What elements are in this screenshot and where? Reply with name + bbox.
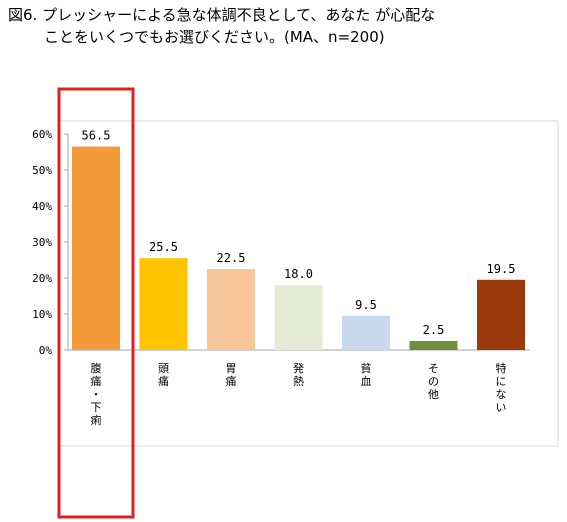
category-label-6: その他 bbox=[428, 362, 439, 401]
highlight-group bbox=[57, 87, 135, 519]
y-axis: 0% 10% 20% 30% 40% 50% 60% bbox=[32, 128, 69, 357]
chart-title-line1: 図6. プレッシャーによる急な体調不良として、あなた が心配な bbox=[8, 6, 436, 24]
bar-6 bbox=[409, 341, 458, 350]
y-tick-label: 10% bbox=[32, 308, 52, 321]
category-label-1: 腹痛・下痢 bbox=[91, 361, 102, 427]
bar-5 bbox=[342, 315, 390, 350]
bar-2 bbox=[139, 258, 188, 350]
y-tick-label: 20% bbox=[32, 272, 52, 285]
category-label-5: 貧血 bbox=[361, 362, 372, 388]
bar-3 bbox=[207, 269, 255, 350]
y-tick-label: 50% bbox=[32, 164, 52, 177]
bars-group bbox=[72, 146, 525, 350]
highlight-frame bbox=[57, 87, 135, 519]
value-label-3: 22.5 bbox=[217, 251, 246, 265]
category-label-3: 胃痛 bbox=[226, 362, 237, 388]
category-labels-group: 腹痛・下痢 頭痛 胃痛 発熱 貧血 その他 特にない bbox=[91, 361, 507, 427]
value-label-2: 25.5 bbox=[149, 240, 178, 254]
category-label-7: 特にない bbox=[496, 361, 507, 414]
value-label-4: 18.0 bbox=[284, 267, 313, 281]
category-label-2: 頭痛 bbox=[158, 362, 169, 388]
category-label-4: 発熱 bbox=[293, 361, 304, 388]
value-label-6: 2.5 bbox=[423, 323, 445, 337]
y-tick-label: 30% bbox=[32, 236, 52, 249]
value-label-1: 56.5 bbox=[82, 129, 111, 143]
value-label-7: 19.5 bbox=[487, 262, 516, 276]
y-tick-label: 0% bbox=[39, 344, 53, 357]
chart-title: 図6. プレッシャーによる急な体調不良として、あなた が心配な ことをいくつでも… bbox=[8, 4, 435, 48]
bar-7 bbox=[477, 279, 525, 350]
value-label-5: 9.5 bbox=[355, 298, 377, 312]
bar-1 bbox=[72, 146, 120, 350]
y-tick-label: 60% bbox=[32, 128, 52, 141]
y-tick-label: 40% bbox=[32, 200, 52, 213]
chart-title-line2: ことをいくつでもお選びください。(MA、n=200) bbox=[44, 28, 385, 46]
value-labels-group: 56.5 25.5 22.5 18.0 9.5 2.5 19.5 bbox=[82, 129, 516, 337]
bar-4 bbox=[274, 285, 323, 350]
